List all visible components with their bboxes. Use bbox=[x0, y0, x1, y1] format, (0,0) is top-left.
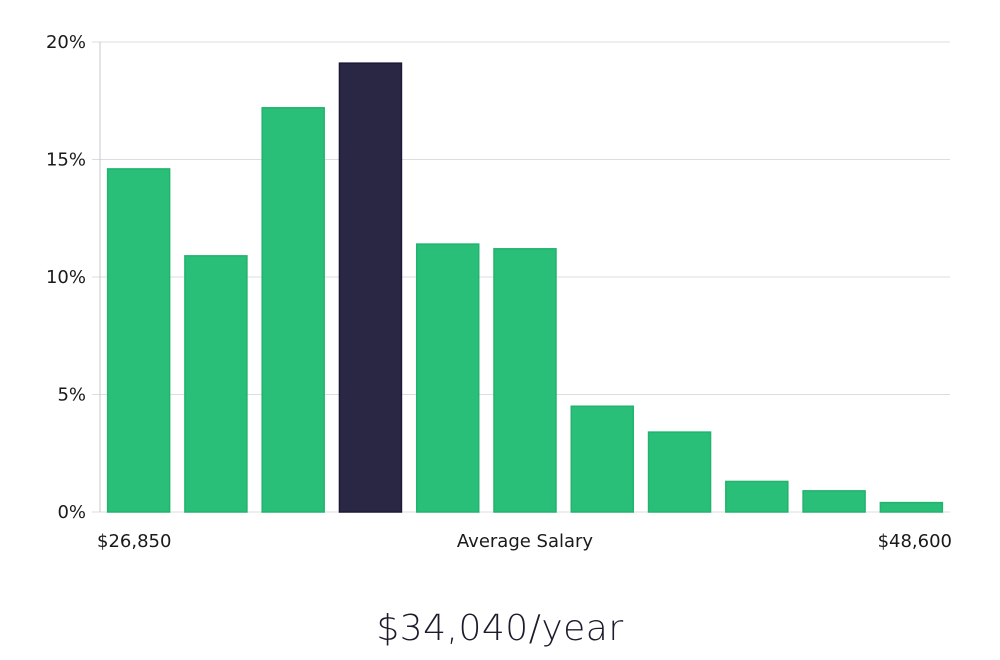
bar bbox=[570, 405, 635, 513]
salary-histogram: 0% 5% 10% 15% 20% $26,850 Average Salary $48… bbox=[46, 32, 952, 552]
y-tick-label: 10% bbox=[46, 267, 86, 288]
bar bbox=[879, 501, 944, 513]
bar bbox=[261, 107, 325, 513]
bar bbox=[106, 168, 171, 513]
y-axis-ticks: 0% 5% 10% 15% 20% bbox=[46, 32, 86, 523]
x-axis-label: Average Salary bbox=[457, 531, 594, 552]
x-min-label: $26,850 bbox=[97, 531, 171, 552]
x-max-label: $48,600 bbox=[878, 531, 952, 552]
y-tick-label: 0% bbox=[57, 502, 86, 523]
bar bbox=[802, 490, 866, 513]
y-tick-label: 15% bbox=[46, 150, 86, 171]
bar bbox=[184, 255, 248, 513]
bar bbox=[493, 248, 557, 513]
bar-highlighted bbox=[338, 62, 403, 513]
bar bbox=[725, 480, 789, 513]
bar bbox=[647, 431, 712, 513]
y-tick-label: 5% bbox=[57, 385, 86, 406]
bars bbox=[106, 62, 944, 513]
average-salary-value: $34,040/year bbox=[376, 608, 624, 649]
bar bbox=[415, 243, 480, 513]
y-tick-label: 20% bbox=[46, 32, 86, 53]
